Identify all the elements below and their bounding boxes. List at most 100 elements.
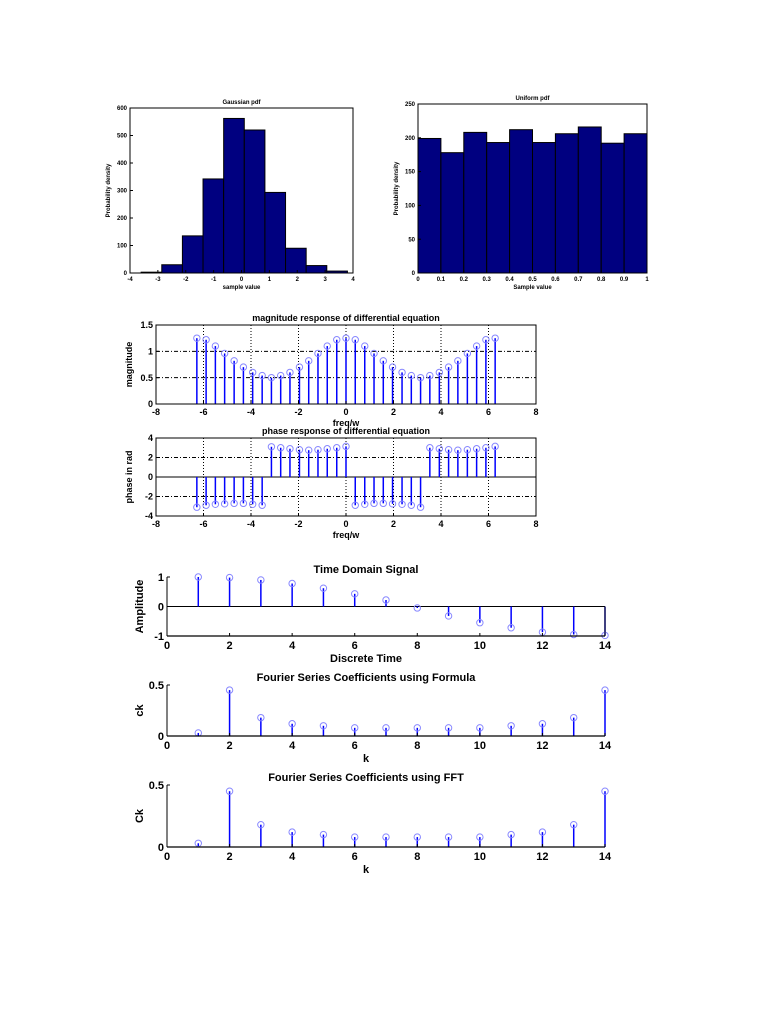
stem-marker xyxy=(476,619,484,627)
stem-marker xyxy=(538,828,547,836)
x-tick-label: 0 xyxy=(343,519,348,529)
x-tick-label: -4 xyxy=(127,277,133,283)
histogram-bar xyxy=(440,152,465,274)
stem-marker xyxy=(472,342,481,350)
y-axis-label: Probability density xyxy=(106,163,112,217)
x-tick-label: 10 xyxy=(474,740,486,752)
chart-title: phase response of differential equation xyxy=(262,426,430,436)
y-tick-label: -1 xyxy=(154,631,164,643)
x-tick-label: 6 xyxy=(352,640,358,652)
x-tick-label: 0.9 xyxy=(620,277,629,283)
x-axis-label: freq/w xyxy=(333,418,361,428)
x-axis-label: Sample value xyxy=(513,285,552,291)
axis-ticks: -8 -6 -4 -2 0 2 4 6 8 0 0.5 1 1.5 xyxy=(140,320,538,417)
x-tick-label: 4 xyxy=(438,519,443,529)
x-tick-label: 4 xyxy=(351,277,355,283)
stem-marker xyxy=(472,445,481,453)
x-tick-label: -8 xyxy=(152,407,160,417)
axis-ticks: -8 -6 -4 -2 0 2 4 6 8 -4 -2 0 2 4 xyxy=(145,433,539,529)
x-tick-label: 6 xyxy=(352,851,358,863)
y-axis-label: Ck xyxy=(134,808,146,823)
stem-marker xyxy=(379,499,387,508)
x-tick-label: -4 xyxy=(247,407,255,417)
stem-marker xyxy=(276,444,285,452)
stem-marker xyxy=(444,833,453,841)
stem-marker xyxy=(319,584,328,592)
stem-marker xyxy=(444,612,453,620)
y-tick-label: 0 xyxy=(158,842,164,854)
stem-marker xyxy=(194,573,202,581)
x-tick-label: 4 xyxy=(289,851,296,863)
stem-marker xyxy=(351,833,359,841)
stem-marker xyxy=(398,368,406,377)
stem-marker xyxy=(239,363,248,371)
x-tick-label: 0.5 xyxy=(528,277,537,283)
stem-marker xyxy=(454,446,462,454)
y-axis-label: magnitude xyxy=(124,342,134,388)
histogram-bar xyxy=(417,137,442,274)
stem-marker xyxy=(388,500,397,508)
y-tick-label: 100 xyxy=(405,204,416,210)
stem-marker xyxy=(305,357,313,365)
y-tick-label: -4 xyxy=(145,511,153,521)
stem-marker xyxy=(413,724,421,732)
x-tick-label: 2 xyxy=(227,640,233,652)
x-tick-label: 0.2 xyxy=(460,277,469,283)
stem-marker xyxy=(257,820,265,829)
stem-marker xyxy=(248,368,257,377)
x-tick-label: 0 xyxy=(416,277,420,283)
y-axis-label: Probability density xyxy=(394,161,400,215)
histogram-bar xyxy=(486,142,511,274)
histogram-bar xyxy=(181,235,204,274)
y-axis-label: phase in rad xyxy=(124,450,134,503)
y-tick-label: 150 xyxy=(405,170,416,176)
stem-marker xyxy=(398,500,406,508)
histogram-bars xyxy=(417,126,648,274)
y-tick-label: 1 xyxy=(158,572,164,584)
axis-ticks: 0 2 4 6 8 10 12 14 0 0.5 xyxy=(149,680,612,752)
stem-marker xyxy=(305,446,313,454)
stem-marker xyxy=(225,686,234,694)
axis-ticks: -4 -3 -2 -1 0 1 2 3 4 0 100 200 300 400 500 600 xyxy=(117,106,355,283)
chart-title: Time Domain Signal xyxy=(314,564,419,576)
phase-chart: -8 -6 -4 -2 0 2 4 6 8 -4 -2 0 2 4 phase response of di… xyxy=(124,426,539,540)
x-tick-label: -2 xyxy=(183,277,189,283)
stem-marker xyxy=(361,342,369,350)
histogram-bar xyxy=(463,131,488,274)
x-axis-label: k xyxy=(363,753,370,765)
stem-marker xyxy=(361,500,369,508)
histogram-bar xyxy=(532,142,556,274)
y-tick-label: 1 xyxy=(148,346,153,356)
stem-marker xyxy=(258,501,266,509)
x-tick-label: 12 xyxy=(536,851,548,863)
histogram-bar xyxy=(264,191,287,274)
stem-marker xyxy=(444,724,453,732)
stem-marker xyxy=(342,442,350,451)
x-axis-label: k xyxy=(363,864,370,876)
histogram-bar xyxy=(285,247,307,274)
stem-marker xyxy=(476,833,484,841)
uniform-chart: 0 0.1 0.2 0.3 0.4 0.5 0.6 0.7 0.8 0.9 1 0 50 100 150 20… xyxy=(394,96,649,291)
stem-marker xyxy=(476,724,484,732)
x-axis-label: freq/w xyxy=(333,530,361,540)
histogram-bar xyxy=(243,129,266,274)
stem-series xyxy=(193,334,499,404)
y-tick-label: 200 xyxy=(117,216,128,222)
stem-marker xyxy=(379,357,387,365)
stem-marker xyxy=(230,357,238,365)
x-tick-label: 14 xyxy=(599,740,612,752)
stem-marker xyxy=(351,336,359,344)
stem-marker xyxy=(463,349,472,358)
x-tick-label: 2 xyxy=(391,407,396,417)
stem-marker xyxy=(507,722,515,730)
x-tick-label: 0.1 xyxy=(437,277,446,283)
stem-marker xyxy=(276,371,285,380)
stem-marker xyxy=(323,342,331,350)
histogram-bar xyxy=(577,126,602,274)
x-tick-label: 0 xyxy=(164,740,170,752)
stem-marker xyxy=(426,444,434,452)
stem-marker xyxy=(388,363,397,371)
stem-marker xyxy=(225,787,234,795)
